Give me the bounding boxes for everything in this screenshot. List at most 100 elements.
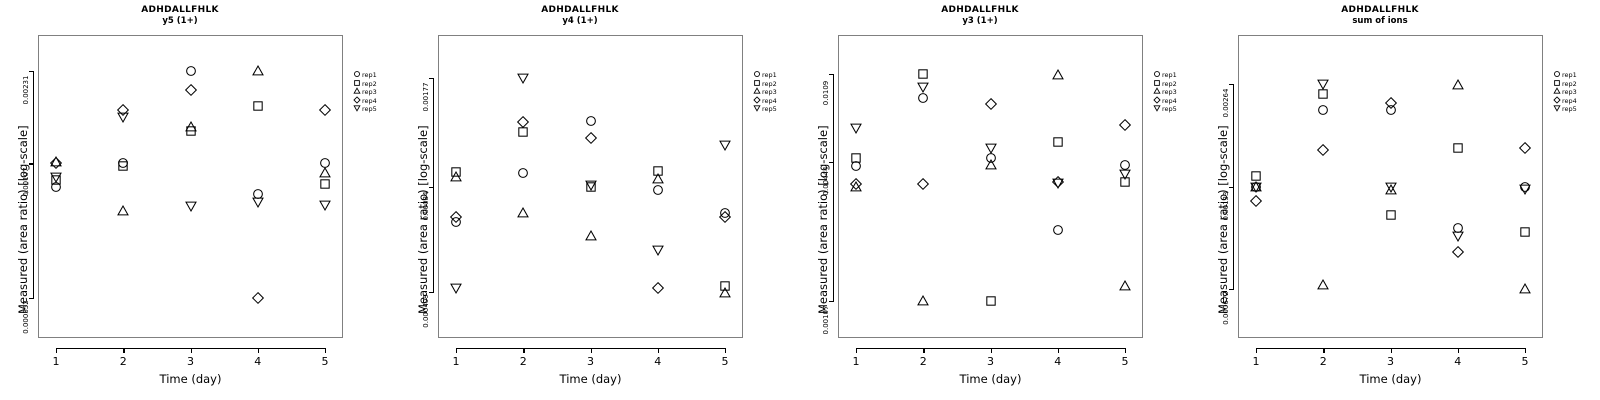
y-axis-line: [33, 70, 35, 298]
y-axis-title: Measured (area ratio) [log-scale]: [16, 125, 30, 314]
x-tick-label: 4: [654, 355, 662, 368]
legend-label: rep1: [762, 71, 777, 79]
legend-item-rep4: rep4: [752, 96, 777, 105]
legend-label: rep4: [1162, 96, 1177, 105]
y-tick-mark: [29, 70, 34, 72]
triangle-up-marker: [1552, 87, 1561, 98]
x-tick-mark: [1125, 348, 1127, 353]
legend-item-rep1: rep1: [752, 70, 777, 79]
square-marker: [352, 79, 361, 90]
legend-item-rep2: rep2: [1552, 79, 1577, 88]
square-marker: [752, 79, 761, 90]
y-tick-mark: [29, 297, 34, 299]
panel-subtitle: y5 (1+): [162, 16, 198, 26]
legend-label: rep2: [1162, 79, 1177, 88]
legend-label: rep4: [362, 96, 377, 105]
y-axis-title: Measured (area ratio) [log-scale]: [416, 125, 430, 314]
y-tick-mark: [829, 73, 834, 75]
legend-item-rep4: rep4: [1552, 96, 1577, 105]
plot-frame: [838, 35, 1143, 338]
legend-label: rep1: [1162, 71, 1177, 79]
legend-item-rep1: rep1: [1152, 70, 1177, 79]
x-tick-label: 5: [1521, 355, 1529, 368]
x-tick-mark: [923, 348, 925, 353]
plot-frame: [1238, 35, 1543, 338]
x-tick-label: 2: [519, 355, 527, 368]
plot-frame: [438, 35, 743, 338]
legend-item-rep4: rep4: [1152, 96, 1177, 105]
legend-label: rep5: [1562, 105, 1577, 114]
diamond-marker: [1152, 96, 1161, 107]
diamond-marker: [352, 96, 361, 107]
x-tick-label: 4: [1454, 355, 1462, 368]
x-tick-label: 3: [987, 355, 994, 368]
x-tick-label: 2: [919, 355, 927, 368]
y-tick-mark: [1229, 289, 1234, 291]
y-tick-label: 0.00177: [422, 82, 430, 112]
legend-label: rep3: [362, 88, 377, 97]
x-tick-label: 1: [852, 355, 860, 368]
legend-item-rep3: rep3: [352, 87, 377, 96]
y-tick-mark: [429, 291, 434, 293]
x-tick-label: 5: [1121, 355, 1129, 368]
x-tick-label: 2: [119, 355, 127, 368]
panel-title: ADHDALLFHLK: [541, 5, 619, 15]
legend-label: rep1: [362, 71, 377, 79]
legend-item-rep5: rep5: [1152, 104, 1177, 113]
x-tick-mark: [990, 348, 992, 353]
panel-2: ADHDALLFHLK y4 (1+) 0.000409 0.00084 0.00177…: [400, 0, 800, 400]
y-axis-line: [1233, 84, 1235, 290]
legend-item-rep5: rep5: [352, 104, 377, 113]
x-tick-label: 4: [254, 355, 262, 368]
panel-subtitle: y4 (1+): [562, 16, 598, 26]
x-tick-label: 2: [1319, 355, 1327, 368]
x-tick-mark: [325, 348, 327, 353]
x-axis-title: Time (day): [559, 372, 622, 386]
circle-marker: [352, 70, 361, 81]
panel-subtitle: y3 (1+): [962, 16, 998, 26]
y-tick-label: 0.00264: [1222, 88, 1230, 118]
square-marker: [1552, 79, 1561, 90]
x-tick-mark: [56, 348, 58, 353]
triangle-down-marker: [352, 104, 361, 115]
legend-item-rep2: rep2: [752, 79, 777, 88]
x-tick-label: 3: [187, 355, 194, 368]
legend-item-rep3: rep3: [1552, 87, 1577, 96]
x-tick-label: 5: [321, 355, 329, 368]
legend-label: rep1: [1562, 71, 1577, 79]
panel-title: ADHDALLFHLK: [1341, 5, 1419, 15]
legend: rep1 rep2 rep3 rep4 rep5: [1552, 70, 1577, 113]
y-tick-mark: [29, 163, 34, 165]
square-marker: [1152, 79, 1161, 90]
x-tick-mark: [1256, 348, 1258, 353]
x-tick-label: 1: [452, 355, 460, 368]
legend-item-rep5: rep5: [1552, 104, 1577, 113]
legend-label: rep5: [762, 105, 777, 114]
panel-title: ADHDALLFHLK: [941, 5, 1019, 15]
legend-item-rep2: rep2: [352, 79, 377, 88]
x-tick-mark: [856, 348, 858, 353]
legend-label: rep3: [1162, 88, 1177, 97]
x-tick-mark: [590, 348, 592, 353]
diamond-marker: [1552, 96, 1561, 107]
legend: rep1 rep2 rep3 rep4 rep5: [352, 70, 377, 113]
y-axis-line: [833, 73, 835, 302]
triangle-down-marker: [1152, 104, 1161, 115]
triangle-down-marker: [752, 104, 761, 115]
legend-label: rep2: [762, 79, 777, 88]
triangle-up-marker: [1152, 87, 1161, 98]
panel-1: ADHDALLFHLK y5 (1+) 0.000352 0.00107 0.00231…: [0, 0, 400, 400]
x-axis-title: Time (day): [1359, 372, 1422, 386]
x-tick-label: 1: [52, 355, 60, 368]
y-tick-mark: [1229, 186, 1234, 189]
x-tick-mark: [456, 348, 458, 353]
legend-label: rep5: [1162, 105, 1177, 114]
y-tick-label: 0.00231: [22, 75, 30, 105]
x-tick-label: 3: [1387, 355, 1394, 368]
circle-marker: [1152, 70, 1161, 81]
legend-item-rep3: rep3: [752, 87, 777, 96]
x-tick-mark: [523, 348, 525, 353]
x-axis-title: Time (day): [159, 372, 222, 386]
legend-label: rep3: [762, 88, 777, 97]
legend-label: rep4: [1562, 96, 1577, 105]
